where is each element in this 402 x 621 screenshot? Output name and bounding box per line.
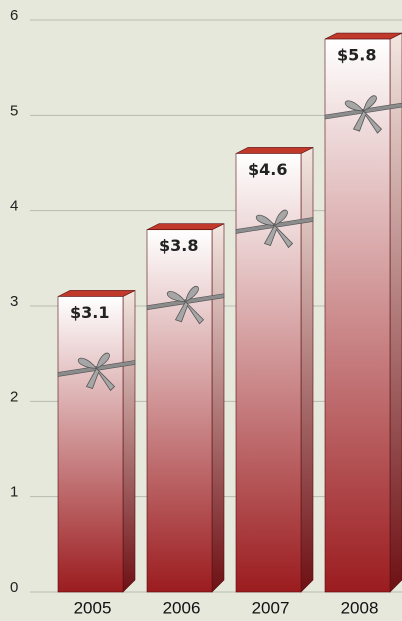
bar-top	[235, 147, 314, 154]
y-tick-label: 1	[10, 484, 18, 501]
x-tick-label: 2007	[252, 598, 290, 617]
value-label: $3.8	[159, 236, 198, 255]
bar-top	[57, 290, 136, 297]
y-tick-label: 3	[10, 293, 18, 310]
x-tick-label: 2006	[163, 598, 201, 617]
y-tick-label: 0	[10, 579, 18, 596]
value-label: $4.6	[248, 160, 287, 179]
value-label: $5.8	[337, 46, 376, 65]
bow	[77, 352, 116, 392]
bar-group: $3.1	[57, 289, 136, 593]
bar-group: $5.8	[324, 32, 402, 593]
value-label: $3.1	[70, 303, 109, 322]
bar	[57, 296, 124, 593]
bow	[344, 95, 383, 134]
y-tick-label: 4	[10, 198, 18, 215]
y-tick-label: 5	[10, 102, 18, 119]
bow	[166, 286, 205, 325]
y-tick-label: 2	[10, 388, 18, 405]
bar-group: $3.8	[146, 223, 225, 593]
bar-top	[324, 32, 402, 40]
bar-group: $4.6	[235, 146, 314, 593]
y-tick-label: 6	[10, 7, 18, 24]
x-tick-label: 2005	[74, 598, 112, 617]
bar-top	[146, 223, 225, 231]
bow	[255, 209, 294, 249]
x-tick-label: 2008	[341, 598, 379, 617]
bar-side	[300, 146, 314, 593]
bar-side	[389, 32, 402, 593]
bar	[146, 229, 213, 593]
bar-side	[122, 289, 136, 593]
bar-side	[211, 223, 225, 593]
